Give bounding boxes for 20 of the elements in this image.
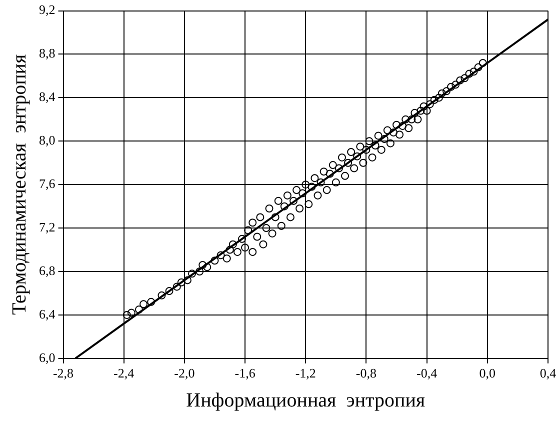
y-tick-label: 9,2 [39,2,56,18]
x-tick-label: -0,8 [356,366,377,381]
y-axis-title: Термодинамическая энтропия [8,54,30,315]
x-tick-label: -2,8 [52,366,74,381]
x-tick-label: -2,4 [114,366,135,381]
x-tick-label: -1,2 [295,366,316,381]
y-tick-label: 8,4 [39,89,56,104]
x-tick-label: 0,0 [479,366,496,381]
y-tick-label: 7,6 [39,176,56,192]
x-axis-title: Информационная энтропия [186,389,426,412]
x-tick-label: -1,6 [234,366,256,381]
x-tick-label: -0,4 [416,366,438,381]
y-tick-label: 8,0 [39,132,56,148]
y-tick-label: 6,0 [39,350,56,365]
y-tick-label: 8,8 [39,46,56,61]
y-tick-label: 7,2 [39,219,56,234]
x-tick-label: -2,0 [174,366,195,381]
y-tick-label: 6,4 [39,306,56,322]
x-tick-label: 0,4 [540,366,557,381]
y-tick-label: 6,8 [39,262,56,278]
